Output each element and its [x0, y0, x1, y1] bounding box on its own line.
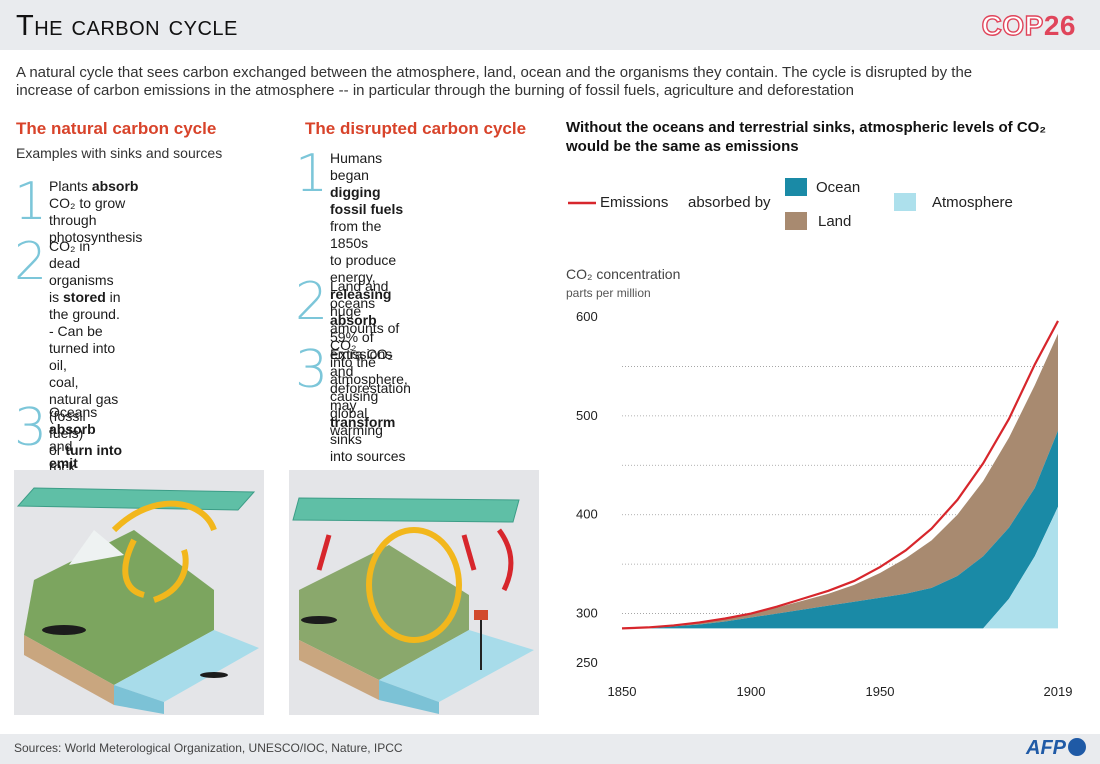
step-number: 3 [14, 398, 48, 458]
y-axis-unit: parts per million [566, 286, 651, 300]
step-text: Humans began digging fossil fuels from t… [330, 150, 408, 438]
step-text: Plants absorb CO₂ to grow through photos… [49, 178, 143, 245]
cop26-logo: COP26 [981, 9, 1076, 41]
emissions-line [621, 320, 1059, 630]
ocean-swatch [785, 178, 807, 196]
x-tick-label: 1850 [608, 684, 637, 699]
step-number: 1 [295, 144, 329, 204]
legend-absorbed-by: absorbed by [688, 194, 771, 211]
legend-atmosphere: Atmosphere [932, 194, 1013, 211]
y-tick-label: 500 [576, 408, 598, 423]
y-tick-label: 300 [576, 606, 598, 621]
land-area [622, 333, 1058, 629]
step-number: 2 [295, 272, 329, 332]
legend-emissions: Emissions [600, 194, 669, 211]
natural-cycle-heading: The natural carbon cycle [16, 119, 217, 138]
x-tick-label: 2019 [1044, 684, 1073, 699]
x-tick-labels: 1850 1900 1950 2019 [608, 684, 1073, 699]
atmosphere-area [622, 506, 1058, 629]
co2-chart: CO₂ concentration parts per million 250 3… [566, 266, 1073, 699]
y-tick-label: 400 [576, 507, 598, 522]
emissions-line-layer [621, 320, 1059, 630]
area-layers [622, 333, 1058, 629]
disrupted-cycle-illustration [289, 470, 539, 715]
x-tick-label: 1900 [737, 684, 766, 699]
emissions-legend-line [568, 201, 596, 205]
disrupted-cycle-heading: The disrupted carbon cycle [305, 119, 527, 138]
intro-text: A natural cycle that sees carbon exchang… [16, 64, 973, 99]
land-swatch [785, 212, 807, 230]
chart-heading: Without the oceans and terrestrial sinks… [566, 119, 1046, 155]
step-number: 2 [14, 232, 48, 292]
sources-text: Sources: World Meterological Organizatio… [14, 741, 403, 755]
y-axis-label: CO₂ concentration [566, 266, 680, 282]
atmosphere-swatch [894, 193, 916, 211]
afp-logo: AFP [1026, 737, 1086, 760]
step-number: 3 [295, 340, 329, 400]
legend-ocean: Ocean [816, 179, 861, 196]
natural-cycle-illustration [14, 470, 264, 715]
step-text: Land and oceans absorb 59% of emissions [330, 278, 393, 362]
natural-cycle-subheading: Examples with sinks and sources [16, 145, 223, 161]
footer-bar: Sources: World Meterological Organizatio… [0, 734, 1100, 764]
legend-land: Land [818, 213, 852, 230]
step-number: 1 [14, 172, 48, 232]
y-tick-labels: 250 300 400 500 600 [576, 309, 598, 670]
y-tick-label: 600 [576, 309, 598, 324]
page-title: The carbon cycle [16, 10, 238, 42]
x-tick-label: 1950 [866, 684, 895, 699]
header-bar: The carbon cycle COP26 [0, 0, 1100, 50]
y-tick-label: 250 [576, 655, 598, 670]
